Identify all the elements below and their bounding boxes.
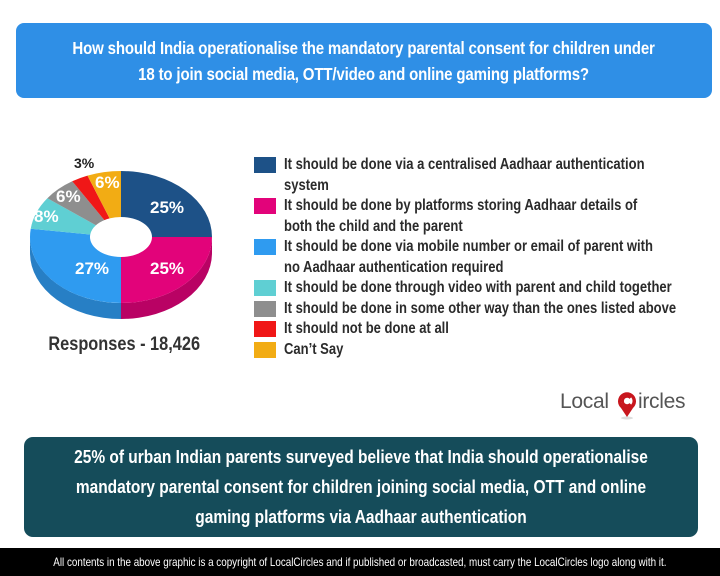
summary-banner: 25% of urban Indian parents surveyed bel…: [24, 437, 698, 537]
legend-swatch: [254, 198, 276, 214]
legend-item: It should not be done at all: [254, 319, 714, 340]
donut-slice: [121, 237, 212, 303]
legend-label: It should not be done at all: [284, 320, 449, 337]
location-pin-icon: [618, 392, 636, 420]
copyright-text: All contents in the above graphic is a c…: [53, 555, 667, 569]
chart-title: How should India operationalise the mand…: [72, 37, 656, 84]
slice-label: 3%: [74, 155, 95, 171]
summary-text: 25% of urban Indian parents surveyed bel…: [74, 447, 648, 527]
responses-count: Responses - 18,426: [48, 334, 200, 355]
donut-slice: [121, 171, 212, 237]
donut-side-wall: [30, 237, 121, 319]
legend-swatch: [254, 341, 276, 358]
donut-slice: [87, 171, 121, 219]
chart-legend: It should be done via a centralised Aadh…: [254, 155, 714, 360]
legend-label: It should be done by platforms storing A…: [284, 197, 638, 235]
donut-slice: [29, 228, 121, 303]
donut-chart-svg: 25%25%27%8%6%3%6%: [29, 155, 212, 319]
legend-label: Can’t Say: [284, 340, 344, 358]
legend-label: It should be done via mobile number or e…: [284, 238, 653, 276]
donut-slice: [72, 175, 110, 221]
legend-swatch: [254, 157, 276, 173]
slice-label: 8%: [34, 207, 59, 226]
legend-item: It should be done via mobile number or e…: [254, 237, 714, 278]
legend-item: It should be done via a centralised Aadh…: [254, 155, 714, 196]
logo-text-right: ircles: [638, 390, 686, 413]
legend-swatch: [254, 300, 276, 317]
slice-label: 25%: [150, 259, 184, 278]
legend-item: Can’t Say: [254, 340, 714, 361]
legend-label: It should be done through video with par…: [284, 279, 672, 296]
legend-swatch: [254, 280, 276, 296]
slice-label: 25%: [150, 198, 184, 217]
legend-item: It should be done through video with par…: [254, 278, 714, 299]
logo-text-left: Local: [560, 390, 609, 413]
copyright-footer: All contents in the above graphic is a c…: [0, 548, 720, 576]
localcircles-logo: Local ircles: [560, 384, 700, 424]
donut-side-wall: [121, 237, 212, 319]
legend-item: It should be done in some other way than…: [254, 299, 714, 320]
donut-hole: [91, 222, 151, 256]
legend-label: It should be done via a centralised Aadh…: [284, 156, 645, 194]
title-banner: How should India operationalise the mand…: [16, 23, 712, 98]
legend-label: It should be done in some other way than…: [284, 299, 677, 317]
slice-label: 6%: [56, 187, 81, 206]
slice-label: 27%: [75, 259, 109, 278]
slice-label: 6%: [95, 173, 120, 192]
donut-chart: 25% 25% 27% 8% 6% 3% 6%: [20, 150, 230, 330]
legend-item: It should be done by platforms storing A…: [254, 196, 714, 237]
legend-swatch: [254, 239, 276, 255]
donut-slice: [30, 198, 96, 235]
legend-swatch: [254, 321, 276, 337]
donut-slice: [47, 181, 105, 226]
